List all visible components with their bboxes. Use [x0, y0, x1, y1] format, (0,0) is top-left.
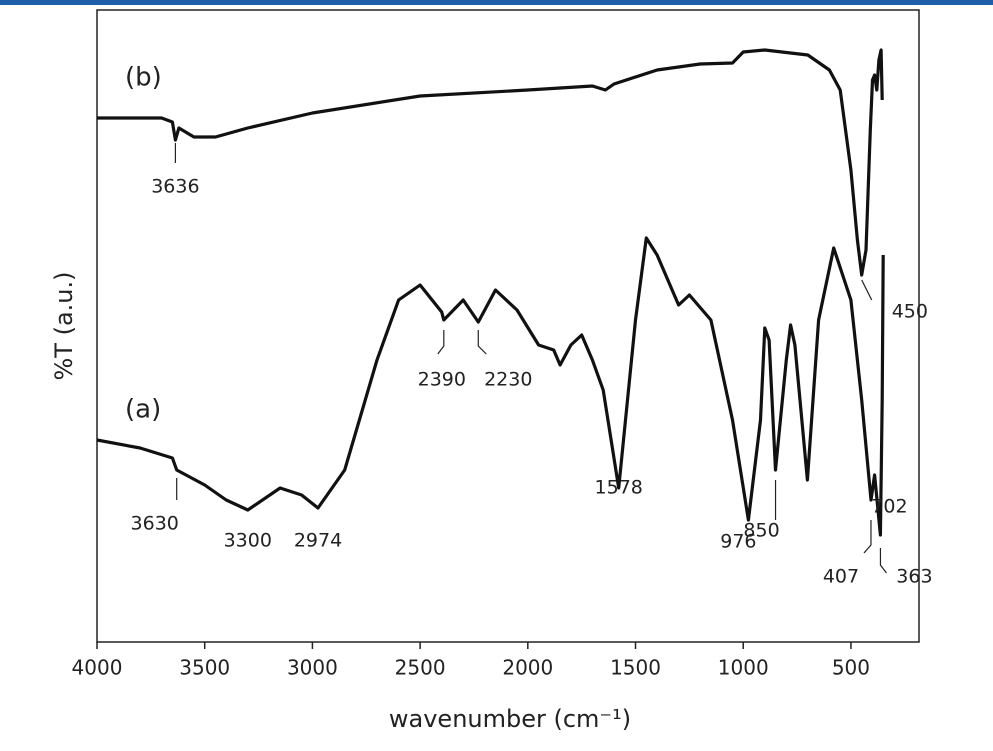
peak-leader [437, 330, 445, 355]
x-tick-label: 500 [832, 656, 870, 680]
peak-label: 3300 [224, 530, 272, 552]
spectrum-line [96, 236, 885, 537]
peak-label: 850 [743, 520, 779, 542]
x-axis-label: wavenumber (cm⁻¹) [389, 705, 631, 733]
spectrum-line [97, 48, 884, 277]
peak-label: 2974 [294, 530, 342, 552]
x-tick-label: 2500 [395, 656, 446, 680]
peak-label: 3636 [151, 176, 199, 198]
plot-frame [96, 9, 920, 643]
peak-leader [477, 330, 487, 355]
x-tick-label: 3000 [287, 656, 338, 680]
peak-label: 2230 [484, 369, 532, 391]
peak-label: 407 [823, 566, 859, 588]
x-tick-label: 4000 [72, 656, 123, 680]
x-tick-label: 2000 [502, 656, 553, 680]
peak-label: 450 [892, 301, 928, 323]
peak-label: 702 [871, 496, 907, 518]
y-axis-label: %T (a.u.) [50, 272, 78, 381]
peak-label: 976 [720, 531, 756, 553]
peak-label: 1578 [595, 477, 643, 499]
x-tick-label: 1000 [718, 656, 769, 680]
peak-label: 2390 [418, 369, 466, 391]
series-label: (a) [125, 395, 161, 425]
peak-leader [861, 279, 873, 301]
peak-label: 3630 [131, 513, 179, 535]
peak-label: 363 [896, 566, 932, 588]
x-tick-label: 1500 [610, 656, 661, 680]
peak-leader [863, 520, 872, 554]
peak-leader [879, 548, 887, 574]
x-tick-label: 3500 [179, 656, 230, 680]
series-label: (b) [125, 63, 162, 93]
top-bar [0, 0, 993, 5]
